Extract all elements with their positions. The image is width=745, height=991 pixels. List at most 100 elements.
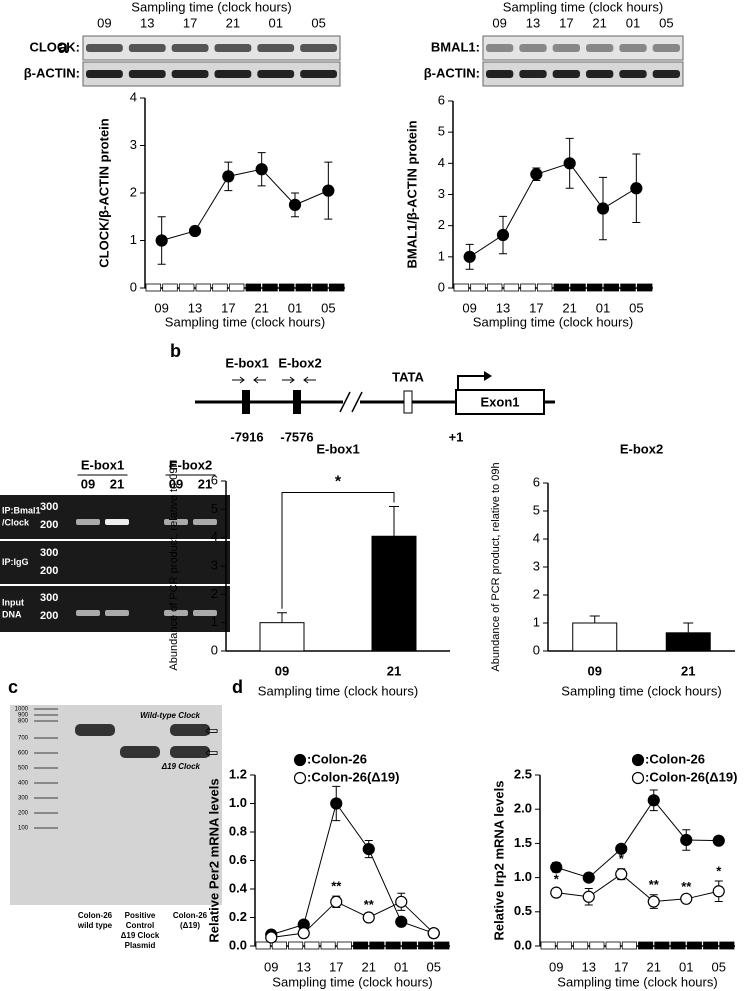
point bbox=[288, 198, 302, 211]
series-line bbox=[271, 802, 434, 936]
y-axis-label: Relative Irp2 mRNA levels bbox=[491, 781, 506, 941]
y-tick-label: 1.5 bbox=[514, 835, 532, 850]
light-dark-bar bbox=[520, 283, 536, 292]
light-dark-bar bbox=[385, 941, 401, 950]
x-tick-label: 09 bbox=[275, 663, 289, 678]
y-tick-label: 2 bbox=[211, 586, 218, 601]
ladder-band bbox=[34, 767, 58, 769]
point bbox=[530, 168, 543, 181]
arrow: ⇦ bbox=[205, 745, 218, 762]
blot-band bbox=[214, 44, 252, 52]
lane-label: Control bbox=[126, 921, 154, 930]
light-dark-bar bbox=[636, 283, 653, 292]
blot-strip bbox=[482, 35, 684, 61]
light-dark-bar bbox=[328, 283, 345, 292]
lane-label: Colon-26 bbox=[173, 911, 208, 920]
point bbox=[265, 931, 278, 944]
x-tick-label: 17 bbox=[529, 300, 543, 315]
x-tick-label: 01 bbox=[288, 300, 302, 315]
ladder-band bbox=[34, 797, 58, 799]
y-tick-label: 1 bbox=[130, 232, 137, 247]
row-label: DNA bbox=[2, 609, 22, 619]
light-dark-bar bbox=[486, 283, 503, 292]
y-axis-label: CLOCK/β-ACTIN protein bbox=[96, 118, 111, 268]
significance: * bbox=[554, 872, 560, 887]
ladder-band bbox=[34, 708, 58, 710]
x-tick-label: 05 bbox=[629, 300, 643, 315]
chart-title: E-box1 bbox=[316, 441, 359, 456]
point bbox=[255, 163, 268, 176]
tata-label: TATA bbox=[392, 369, 424, 384]
light-dark-bar bbox=[573, 941, 589, 950]
blot-strip bbox=[82, 35, 341, 61]
blot-band bbox=[171, 44, 209, 52]
point bbox=[362, 842, 375, 856]
light-dark-bar bbox=[470, 283, 486, 292]
y-axis-label: Abundance of PCR product, relative to 09… bbox=[490, 462, 502, 671]
light-dark-bar bbox=[312, 283, 328, 292]
y-tick-label: 0 bbox=[130, 279, 137, 294]
lane-label: 05 bbox=[659, 15, 673, 30]
series-line bbox=[556, 799, 719, 879]
significance: ** bbox=[331, 879, 342, 894]
gel-image bbox=[0, 541, 230, 584]
point bbox=[297, 927, 310, 940]
lane-label: Colon-26 bbox=[78, 911, 113, 920]
point bbox=[647, 895, 660, 908]
light-dark-bar bbox=[603, 283, 620, 292]
size-marker: 200 bbox=[40, 519, 58, 531]
lane-label: 17 bbox=[559, 15, 573, 30]
point bbox=[563, 157, 576, 170]
x-tick-label: 17 bbox=[221, 300, 235, 315]
x-axis-label: Sampling time (clock hours) bbox=[165, 314, 325, 329]
light-dark-bar bbox=[295, 283, 312, 292]
y-tick-label: 1 bbox=[533, 614, 540, 629]
y-tick-label: 2 bbox=[533, 586, 540, 601]
ladder-band bbox=[34, 714, 58, 716]
blot-band bbox=[586, 44, 614, 52]
y-axis-label: BMAL1/β-ACTIN protein bbox=[404, 120, 419, 268]
lane-label: Positive bbox=[125, 911, 156, 920]
blot-band bbox=[171, 70, 209, 78]
gel-band bbox=[76, 610, 100, 616]
lane-label: (Δ19) bbox=[180, 921, 200, 930]
ladder-band bbox=[34, 782, 58, 784]
blot-band bbox=[619, 44, 647, 52]
light-dark-bar bbox=[654, 941, 670, 950]
ladder-band bbox=[34, 737, 58, 739]
point bbox=[647, 794, 660, 807]
panel-label: c bbox=[8, 677, 18, 697]
point bbox=[615, 842, 628, 855]
row-label: β-ACTIN: bbox=[424, 65, 480, 80]
point bbox=[550, 861, 563, 874]
light-dark-bar bbox=[570, 283, 586, 292]
light-dark-bar bbox=[503, 283, 520, 292]
promoter-diagram bbox=[195, 371, 555, 415]
position-label: -7916 bbox=[230, 429, 263, 444]
band-label: Δ19 Clock bbox=[161, 762, 201, 771]
size-marker: 300 bbox=[40, 592, 58, 604]
point bbox=[395, 915, 408, 928]
blot-band bbox=[519, 44, 547, 52]
ladder-label: 900 bbox=[18, 713, 29, 719]
y-tick-label: 0.0 bbox=[514, 937, 532, 952]
x-tick-label: 09 bbox=[264, 959, 278, 974]
x-tick-label: 01 bbox=[596, 300, 610, 315]
ladder-label: 300 bbox=[18, 796, 29, 802]
point bbox=[582, 871, 595, 884]
gel-band bbox=[193, 610, 217, 616]
gel-image bbox=[0, 495, 230, 539]
gel-band bbox=[193, 519, 217, 525]
light-dark-bar bbox=[605, 941, 621, 950]
lane-label: 09 bbox=[97, 15, 111, 30]
light-dark-bar bbox=[336, 941, 352, 950]
point bbox=[427, 927, 440, 940]
y-tick-label: 2.0 bbox=[514, 801, 532, 816]
light-dark-bar bbox=[145, 283, 162, 292]
significance: * bbox=[335, 474, 342, 491]
gel-band bbox=[164, 610, 188, 616]
blot-band bbox=[86, 70, 123, 78]
legend-marker bbox=[293, 753, 307, 767]
legend-label: :Colon-26(Δ19) bbox=[307, 769, 399, 784]
lane-label: Δ19 Clock bbox=[121, 931, 160, 940]
